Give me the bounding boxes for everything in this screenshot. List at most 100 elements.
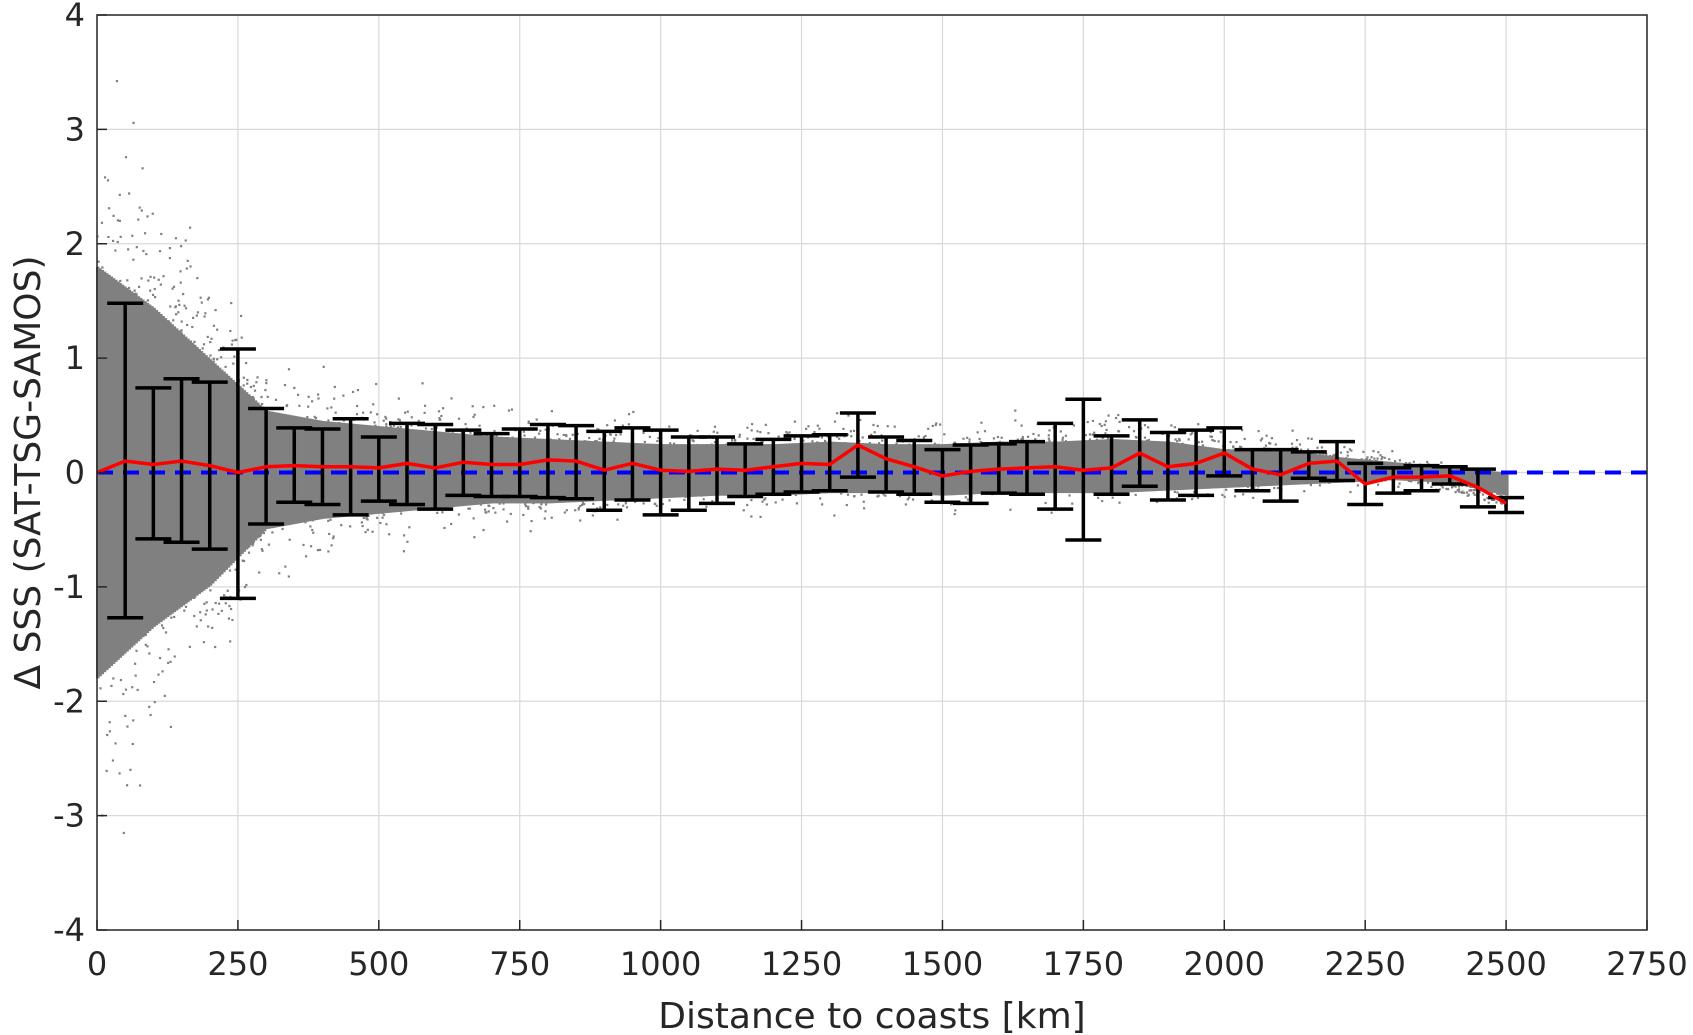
- scatter-point: [1135, 436, 1138, 439]
- scatter-point: [1072, 424, 1076, 427]
- scatter-point: [1441, 486, 1444, 489]
- scatter-point: [181, 334, 186, 606]
- scatter-point: [114, 742, 117, 745]
- scatter-point: [330, 421, 334, 518]
- scatter-point: [180, 320, 183, 323]
- scatter-point: [116, 281, 120, 660]
- scatter-point: [877, 442, 881, 445]
- scatter-point: [309, 545, 313, 548]
- scatter-point: [1298, 443, 1302, 446]
- scatter-point: [101, 266, 104, 269]
- scatter-point: [1368, 458, 1372, 461]
- scatter-point: [278, 413, 283, 527]
- scatter-point: [862, 500, 865, 503]
- scatter-point: [1048, 429, 1051, 432]
- scatter-point: [1472, 489, 1475, 492]
- scatter-point: [1290, 442, 1294, 445]
- scatter-point: [1178, 439, 1181, 442]
- scatter-point: [1365, 457, 1368, 461]
- scatter-point: [274, 412, 278, 528]
- scatter-point: [1209, 435, 1212, 438]
- scatter-point: [302, 543, 305, 547]
- scatter-point: [231, 339, 234, 342]
- scatter-point: [1295, 446, 1298, 449]
- scatter-point: [186, 259, 189, 262]
- scatter-point: [669, 442, 672, 445]
- scatter-point: [217, 602, 221, 605]
- scatter-point: [562, 433, 565, 437]
- scatter-point: [1233, 495, 1237, 498]
- scatter-point: [763, 498, 766, 501]
- scatter-point: [137, 218, 140, 221]
- scatter-point: [267, 543, 271, 546]
- scatter-point: [1274, 443, 1277, 446]
- scatter-point: [129, 291, 134, 648]
- scatter-point: [147, 279, 150, 282]
- scatter-point: [870, 433, 873, 436]
- scatter-point: [539, 429, 542, 432]
- scatter-point: [606, 424, 609, 427]
- scatter-point: [128, 192, 131, 195]
- scatter-point: [1320, 446, 1324, 449]
- scatter-point: [507, 409, 511, 412]
- scatter-point: [540, 503, 543, 506]
- scatter-point: [1104, 432, 1107, 435]
- scatter-point: [807, 425, 810, 428]
- scatter-point: [563, 511, 566, 514]
- scatter-point: [1064, 434, 1068, 437]
- scatter-point: [183, 336, 188, 604]
- scatter-point: [931, 424, 934, 428]
- scatter-point: [158, 656, 162, 660]
- scatter-point: [134, 662, 137, 665]
- scatter-point: [195, 346, 199, 596]
- scatter-point: [224, 365, 227, 368]
- scatter-point: [1451, 486, 1454, 489]
- scatter-point: [746, 503, 749, 507]
- scatter-point: [588, 436, 591, 440]
- scatter-point: [1264, 444, 1268, 447]
- scatter-point: [502, 502, 505, 505]
- scatter-point: [661, 502, 664, 506]
- scatter-point: [266, 395, 269, 398]
- scatter-point: [1427, 481, 1430, 484]
- scatter-point: [392, 424, 396, 427]
- scatter-point: [935, 422, 938, 425]
- scatter-point: [1232, 446, 1235, 449]
- scatter-point: [509, 512, 512, 516]
- scatter-point: [617, 503, 620, 506]
- scatter-point: [471, 405, 474, 408]
- scatter-point: [544, 428, 547, 431]
- scatter-point: [1014, 409, 1017, 412]
- scatter-point: [1404, 462, 1408, 465]
- scatter-point: [621, 424, 624, 427]
- scatter-point: [193, 596, 196, 599]
- scatter-point: [1021, 435, 1024, 439]
- scatter-point: [761, 440, 764, 443]
- scatter-point: [145, 302, 150, 634]
- scatter-point: [156, 311, 161, 624]
- scatter-point: [220, 356, 223, 359]
- scatter-point: [1020, 437, 1023, 441]
- scatter-point: [217, 349, 221, 352]
- scatter-point: [116, 240, 119, 244]
- scatter-point: [1372, 450, 1375, 453]
- scatter-point: [1104, 420, 1107, 423]
- scatter-point: [423, 411, 426, 414]
- scatter-point: [846, 493, 850, 496]
- scatter-point: [162, 626, 165, 630]
- scatter-point: [137, 285, 141, 289]
- scatter-point: [1388, 458, 1391, 461]
- scatter-point: [163, 694, 166, 697]
- scatter-point: [191, 325, 194, 329]
- scatter-point: [482, 528, 485, 532]
- scatter-point: [180, 329, 183, 332]
- scatter-point: [330, 544, 333, 547]
- scatter-point: [1366, 456, 1369, 459]
- scatter-point: [197, 348, 201, 594]
- scatter-point: [330, 406, 333, 409]
- scatter-point: [609, 433, 612, 436]
- scatter-point: [382, 513, 386, 517]
- scatter-point: [260, 395, 263, 399]
- scatter-point: [1107, 414, 1110, 417]
- scatter-point: [1454, 491, 1457, 494]
